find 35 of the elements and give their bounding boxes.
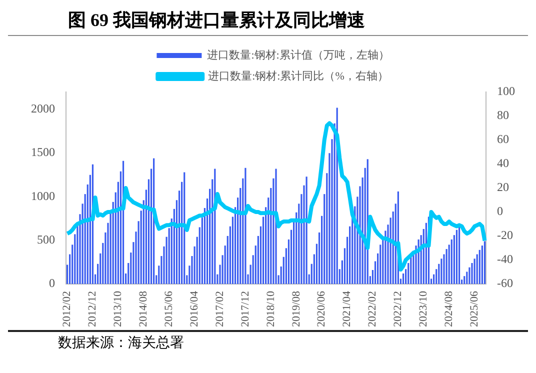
y2-tick-label: -20 bbox=[497, 228, 513, 242]
x-tick-label: 2015/06 bbox=[162, 290, 175, 328]
x-tick-label: 2024/08 bbox=[442, 290, 455, 328]
y-tick-label: 1500 bbox=[31, 145, 55, 160]
x-tick-label: 2023/10 bbox=[418, 290, 430, 328]
y2-tick-label: 0 bbox=[497, 204, 503, 218]
x-tick-label: 2017/02 bbox=[214, 290, 226, 328]
legend-label: 进口数量:钢材:累计值（万吨，左轴） bbox=[207, 48, 390, 62]
y-tick-label: 500 bbox=[37, 232, 55, 246]
x-tick-label: 2012/02 bbox=[61, 290, 74, 328]
y2-tick-label: 80 bbox=[497, 108, 509, 122]
y-tick-label: 2000 bbox=[31, 102, 55, 116]
x-tick-label: 2022/02 bbox=[366, 290, 379, 328]
x-tick-label: 2016/04 bbox=[188, 290, 200, 328]
y2-tick-label: 60 bbox=[497, 132, 509, 146]
x-tick-label: 2021/04 bbox=[341, 290, 354, 328]
x-tick-label: 2017/12 bbox=[239, 290, 252, 328]
x-tick-label: 2025/06 bbox=[468, 290, 480, 328]
x-tick-label: 2014/08 bbox=[138, 290, 150, 328]
y2-tick-label: 20 bbox=[497, 180, 509, 194]
x-tick-label: 2022/12 bbox=[392, 290, 404, 328]
x-tick-label: 2020/06 bbox=[316, 290, 328, 328]
legend-label: 进口数量:钢材:累计同比（%，右轴） bbox=[208, 69, 388, 82]
y-tick-label: 0 bbox=[49, 276, 55, 290]
chart-title: 图 69 我国钢材进口量累计及同比增速 bbox=[8, 8, 528, 36]
x-tick-label: 2018/10 bbox=[264, 290, 277, 328]
x-tick-label: 2013/10 bbox=[112, 290, 124, 328]
y2-tick-label: -60 bbox=[497, 276, 513, 290]
x-tick-label: 2019/08 bbox=[290, 290, 302, 328]
source-note: 数据来源：海关总署 bbox=[58, 334, 185, 352]
y-tick-label: 1000 bbox=[31, 188, 55, 203]
x-tick-label: 2012/12 bbox=[86, 290, 99, 328]
y2-tick-label: 40 bbox=[497, 156, 509, 170]
y2-tick-label: 100 bbox=[497, 84, 515, 98]
y2-tick-label: -40 bbox=[497, 252, 513, 266]
